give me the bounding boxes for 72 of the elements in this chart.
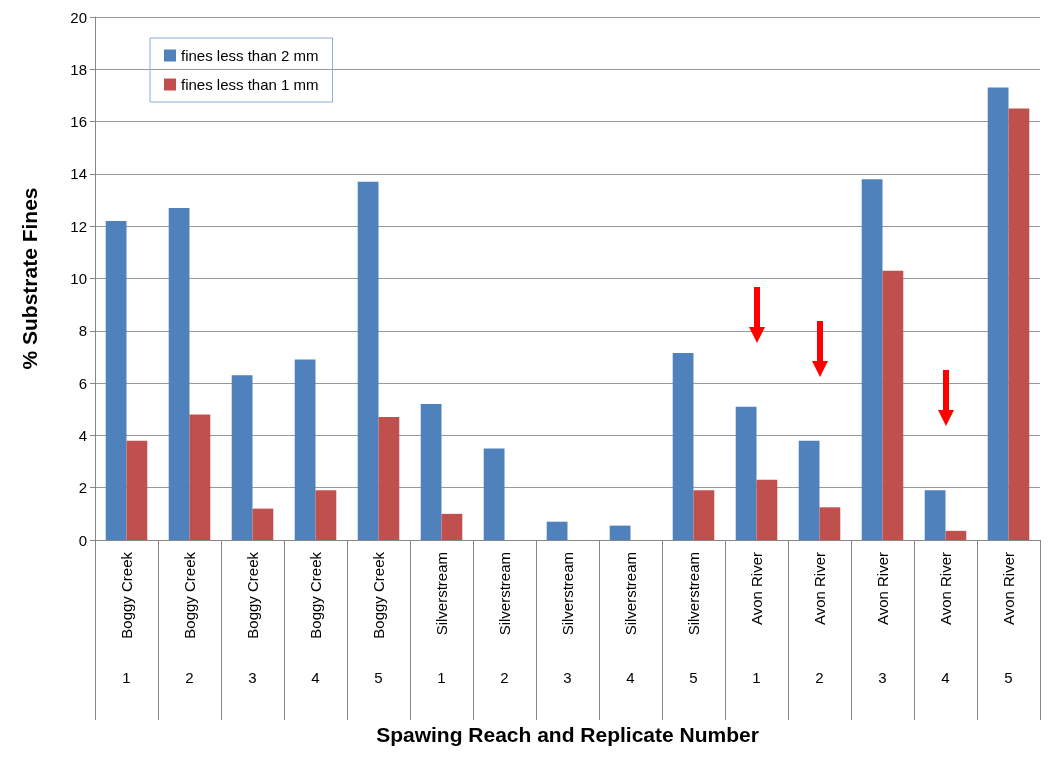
y-tick-label: 16: [70, 113, 87, 131]
text: 5: [1004, 669, 1013, 686]
bar: [945, 530, 967, 540]
bar: [357, 181, 379, 540]
text: 2: [815, 669, 824, 686]
text: 3: [563, 669, 572, 686]
text: 1: [437, 669, 446, 686]
x-axis-title: Spawing Reach and Replicate Number: [376, 723, 759, 746]
x-tick-label: Boggy Creek: [118, 551, 135, 639]
bar: [294, 359, 316, 540]
y-tick-label: 18: [70, 60, 87, 78]
x-tick-label: Avon River: [1000, 552, 1017, 626]
text: 3: [248, 669, 257, 686]
text: 2: [500, 669, 509, 686]
y-tick-label: 12: [70, 217, 87, 235]
text: 1: [122, 669, 131, 686]
x-tick-label: Silverstream: [496, 552, 513, 636]
bar: [546, 521, 568, 540]
y-axis-title: % Substrate Fines: [18, 187, 41, 370]
x-tick-label: Boggy Creek: [244, 551, 261, 639]
bar: [735, 406, 757, 540]
text: 3: [878, 669, 887, 686]
legend-label: fines less than 1 mm: [181, 76, 319, 93]
y-tick-label: 14: [70, 165, 87, 183]
y-tick-label: 4: [78, 426, 87, 444]
bar: [252, 508, 274, 540]
bar: [756, 479, 778, 540]
bar: [168, 207, 190, 540]
x-tick-label: Avon River: [937, 552, 954, 626]
bar: [798, 440, 820, 540]
y-tick-label: 20: [70, 8, 87, 26]
x-tick-label: Boggy Creek: [307, 551, 324, 639]
bar: [378, 417, 400, 540]
bar: [819, 507, 841, 540]
y-tick-label: 2: [78, 479, 87, 497]
x-tick-label: Avon River: [811, 552, 828, 626]
x-tick-label: Silverstream: [433, 552, 450, 636]
bar: [693, 490, 715, 540]
bar: [126, 440, 148, 540]
text: 5: [374, 669, 383, 686]
text: 4: [626, 669, 635, 686]
bar: [861, 179, 883, 540]
x-tick-label: Boggy Creek: [370, 551, 387, 639]
y-tick-label: 8: [78, 322, 87, 340]
x-tick-label: Boggy Creek: [181, 551, 198, 639]
x-tick-label: Silverstream: [622, 552, 639, 636]
bar: [441, 513, 463, 540]
bar: [105, 220, 127, 540]
y-tick-label: 6: [78, 374, 87, 392]
bar: [672, 353, 694, 540]
bar: [483, 448, 505, 540]
x-tick-label: Avon River: [874, 552, 891, 626]
bar: [189, 414, 211, 540]
bar: [315, 490, 337, 540]
text: 4: [311, 669, 320, 686]
bar: [987, 87, 1009, 540]
bar: [231, 375, 253, 540]
bar: [882, 270, 904, 540]
bar: [1008, 108, 1030, 540]
legend-label: fines less than 2 mm: [181, 47, 319, 64]
bar: [609, 525, 631, 540]
x-tick-label: Avon River: [748, 552, 765, 626]
text: 1: [752, 669, 761, 686]
text: 4: [941, 669, 950, 686]
x-tick-label: Silverstream: [559, 552, 576, 636]
text: 5: [689, 669, 698, 686]
text: 2: [185, 669, 194, 686]
x-tick-label: Silverstream: [685, 552, 702, 636]
bar: [924, 490, 946, 540]
y-tick-label: 10: [70, 270, 87, 287]
bar: [420, 404, 442, 540]
y-tick-label: 0: [78, 531, 87, 549]
